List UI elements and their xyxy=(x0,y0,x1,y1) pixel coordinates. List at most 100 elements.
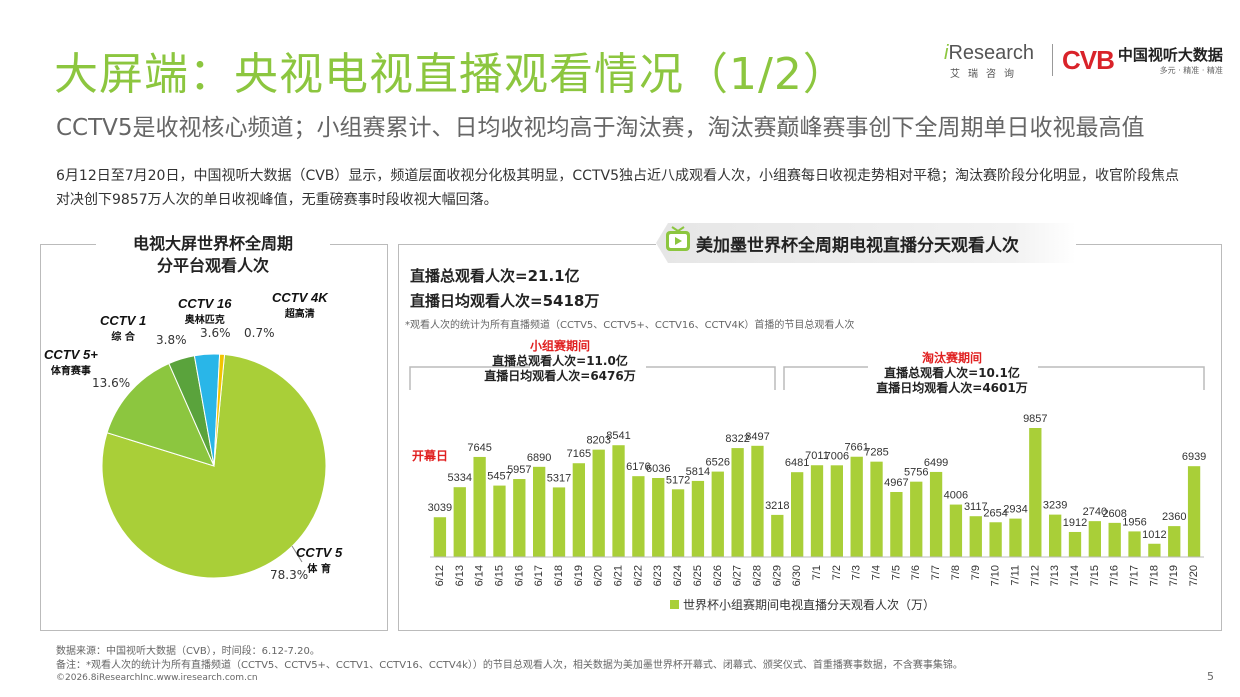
x-tick-label: 7/4 xyxy=(871,565,883,580)
pie-label-cctv1: 3.8% xyxy=(156,333,187,347)
x-tick-label: 7/15 xyxy=(1089,565,1101,586)
bar-value-label: 2654 xyxy=(983,507,1007,519)
bar-7/19 xyxy=(1168,526,1181,557)
bar-6/25 xyxy=(691,480,705,557)
opening-day-label: 开幕日 xyxy=(412,449,449,463)
page-title: 大屏端：央视电视直播观看情况（1/2） xyxy=(54,49,848,100)
bar-6/15 xyxy=(493,485,506,557)
cctv16-logo: CCTV 16 奥林匹克 xyxy=(178,296,231,326)
bar-value-label: 7661 xyxy=(844,442,868,454)
x-tick-label: 6/22 xyxy=(632,565,644,586)
bar-7/20 xyxy=(1187,466,1201,557)
x-tick-label: 7/2 xyxy=(831,565,843,580)
bar-7/14 xyxy=(1068,531,1082,557)
bar-value-label: 5814 xyxy=(686,466,710,478)
bar-6/14 xyxy=(473,456,486,557)
data-source: 数据来源：中国视听大数据（CVB），时间段：6.12-7.20。 xyxy=(56,646,320,657)
bar-value-label: 2740 xyxy=(1083,506,1107,518)
intro-paragraph: 6月12日至7月20日，中国视听大数据（CVB）显示，频道层面收视分化极其明显，… xyxy=(56,168,1179,208)
bar-value-label: 6890 xyxy=(527,452,551,464)
footnote: 备注：*观看人次的统计为所有直播频道（CCTV5、CCTV5+、CCTV1、CC… xyxy=(56,660,963,671)
bar-6/19 xyxy=(572,463,585,557)
bar-6/20 xyxy=(592,449,605,557)
x-tick-label: 6/28 xyxy=(751,565,763,586)
group-stage-label: 小组赛期间 xyxy=(529,339,590,353)
cvb-logo: CVB 中国视听大数据 多元 · 精准 · 精准 xyxy=(1062,44,1223,76)
bar-panel xyxy=(398,244,1222,631)
x-tick-label: 7/16 xyxy=(1109,565,1121,586)
x-tick-label: 7/8 xyxy=(950,565,962,580)
x-tick-label: 7/3 xyxy=(851,565,863,580)
bar-7/17 xyxy=(1128,531,1141,557)
logo-divider xyxy=(1052,44,1053,76)
bar-7/15 xyxy=(1088,521,1101,557)
pie-leader-line xyxy=(291,545,303,563)
bar-value-label: 3039 xyxy=(428,502,452,514)
bar-6/28 xyxy=(751,445,764,557)
bar-6/22 xyxy=(632,476,645,557)
cctv16-sub: 奥林匹克 xyxy=(184,315,225,326)
cctv1-sub: 综 合 xyxy=(111,332,135,343)
bar-value-label: 6939 xyxy=(1182,451,1206,463)
bar-value-label: 9857 xyxy=(1023,413,1047,425)
copyright: ©2026.8iResearchInc.www.iresearch.com.cn xyxy=(56,673,258,683)
bar-panel-top-line-left xyxy=(398,244,656,245)
bar-value-label: 5457 xyxy=(487,471,511,483)
x-tick-label: 7/5 xyxy=(890,565,902,580)
bar-value-label: 7165 xyxy=(567,448,591,460)
bar-7/3 xyxy=(850,456,863,557)
x-tick-label: 7/17 xyxy=(1129,565,1141,586)
iresearch-logo: iResearch 艾瑞咨询 xyxy=(944,42,1034,80)
knockout-stage-label: 淘汰赛期间 xyxy=(921,351,982,365)
pie-label-cctv5plus: 13.6% xyxy=(92,376,131,390)
bar-6/13 xyxy=(453,487,466,557)
bar-value-label: 5957 xyxy=(507,464,531,476)
bar-7/1 xyxy=(810,465,824,557)
x-tick-label: 6/23 xyxy=(652,565,664,586)
pie-label-cctv4k: 0.7% xyxy=(244,326,275,340)
bar-value-label: 6036 xyxy=(646,463,670,475)
x-tick-label: 6/20 xyxy=(593,565,605,586)
bar-value-label: 6176 xyxy=(626,461,650,473)
bar-6/26 xyxy=(711,471,724,557)
bar-value-label: 7285 xyxy=(864,447,888,459)
page-subtitle: CCTV5是收视核心频道；小组赛累计、日均收视均高于淘汰赛，淘汰赛巅峰赛事创下全… xyxy=(56,115,1145,141)
bar-7/7 xyxy=(929,471,943,557)
bar-7/2 xyxy=(830,465,843,557)
bar-value-label: 7645 xyxy=(467,442,491,454)
bar-chart-title: 美加墨世界杯全周期电视直播分天观看人次 xyxy=(696,236,1019,256)
bar-value-label: 8322 xyxy=(725,433,749,445)
x-tick-label: 7/6 xyxy=(910,565,922,580)
bar-7/8 xyxy=(949,504,963,557)
x-tick-label: 7/19 xyxy=(1168,565,1180,586)
x-tick-label: 7/13 xyxy=(1049,565,1061,586)
bar-panel-top-line-right xyxy=(1076,244,1221,245)
bar-value-label: 8203 xyxy=(586,435,610,447)
bar-7/18 xyxy=(1148,543,1161,557)
x-tick-label: 7/12 xyxy=(1029,565,1041,586)
bar-6/24 xyxy=(671,489,685,557)
chart-note: *观看人次的统计为所有直播频道（CCTV5、CCTV5+、CCTV16、CCTV… xyxy=(405,320,855,331)
x-tick-label: 7/7 xyxy=(930,565,942,580)
tv-icon xyxy=(666,226,690,251)
knockout-stage-info: 淘汰赛期间 直播总观看人次=10.1亿 直播日均观看人次=4601万 xyxy=(872,351,1032,396)
bar-value-label: 2934 xyxy=(1003,504,1027,516)
bar-value-label: 5317 xyxy=(547,472,571,484)
x-tick-label: 6/27 xyxy=(732,565,744,586)
bar-value-label: 6499 xyxy=(924,457,948,469)
pie-chart-title: 电视大屏世界杯全周期 分平台观看人次 xyxy=(100,233,326,277)
cctv4k-name: CCTV 4K xyxy=(272,290,328,305)
iresearch-logo-i: i xyxy=(944,42,949,64)
cctv5plus-logo: CCTV 5+ 体育赛事 xyxy=(44,347,98,377)
bar-6/16 xyxy=(513,479,526,557)
x-tick-label: 6/24 xyxy=(672,565,684,586)
x-tick-label: 7/10 xyxy=(990,565,1002,586)
daily-avg-views: 直播日均观看人次=5418万 xyxy=(410,292,600,310)
bar-7/16 xyxy=(1108,522,1121,557)
bar-value-label: 2608 xyxy=(1102,508,1126,520)
pie-label-cctv5: 78.3% xyxy=(270,568,309,582)
bar-value-label: 5334 xyxy=(448,472,472,484)
cvb-logo-name: 中国视听大数据 xyxy=(1117,46,1223,64)
cctv4k-sub: 超高清 xyxy=(284,309,315,320)
x-tick-label: 6/18 xyxy=(553,565,565,586)
